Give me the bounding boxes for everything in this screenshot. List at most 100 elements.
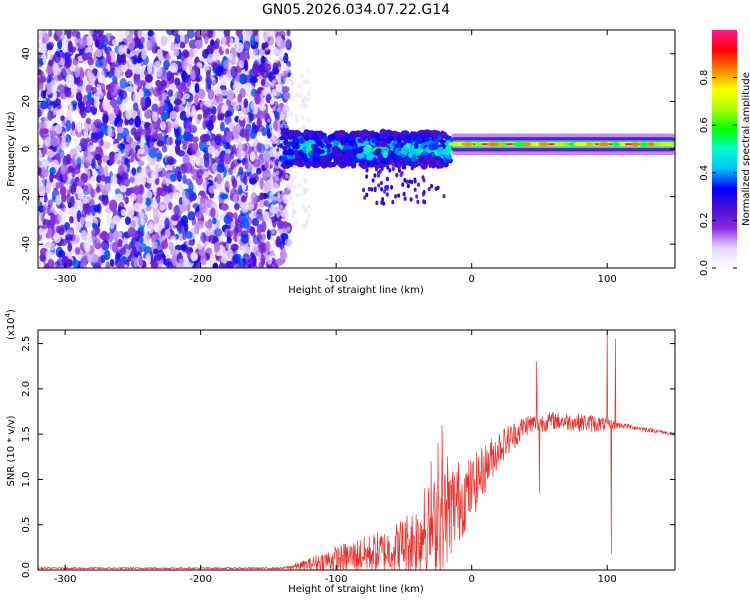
spectrogram-cell [236,149,242,159]
spectrogram-cell [120,262,125,268]
spectrogram-cell [254,35,260,42]
spectrogram-cell [275,83,283,93]
spectrogram-cell [286,78,290,84]
spectrogram-cell [179,34,185,44]
spectrogram-cell [169,62,179,73]
spectrogram-cell [171,254,179,266]
spectrogram-cell [243,40,251,52]
spectrogram-cell [84,203,92,215]
spectrogram-cell [403,178,407,183]
spectrogram-cell [205,69,211,81]
spectrogram-cell [45,65,53,75]
spectrogram-cell [306,117,311,123]
spectrogram-cell [276,73,281,84]
spectrogram-cell [144,204,152,212]
spectrogram-cell [294,92,298,98]
spectrogram-cell [283,111,288,117]
spectrogram-cell [38,180,43,187]
spectrogram-cell [59,186,67,197]
spectrogram-cell [235,30,242,38]
spectrogram-cell [120,209,127,217]
spectrogram-cell [289,112,294,117]
spectrogram-cell [288,166,293,172]
spectrogram-cell [146,39,153,52]
spectrogram-cell [303,208,308,214]
spectrogram-cell [133,257,138,268]
spectrogram-cell [385,176,389,182]
spectrogram-cell [275,170,280,176]
spectrogram-cell [137,148,145,155]
spectrogram-cell [400,148,409,155]
spectrogram-cell [278,66,282,72]
spectrogram-cell [95,90,104,100]
spectrogram-cell [60,151,65,159]
spectrogram-cell [272,106,277,111]
spectrogram-cell [70,83,78,95]
spectrogram-cell [340,154,349,162]
spectrogram-cell [288,195,293,201]
spectrogram-cell [114,258,123,268]
spectrogram-cell [436,164,440,169]
spectrogram-cell [99,139,104,147]
spectrogram-cell [279,204,283,210]
spectrogram-cell [96,69,105,81]
spectrogram-cell [263,63,272,71]
y-tick-label: 0 [21,146,32,152]
spectrogram-cell [377,140,387,147]
spectrogram-cell [85,35,93,47]
spectrogram-cell [137,160,145,167]
spectrogram-cell [220,203,229,211]
spectrogram-cell [62,255,70,268]
spectrogram-cell [656,142,666,147]
spectrogram-cell [90,187,95,199]
spectrogram-cell [286,226,291,232]
spectrogram-cell [100,82,106,93]
spectrogram-cell [55,30,63,37]
spectrogram-cell [271,229,275,235]
spectrogram-cell [221,43,227,52]
spectrogram-cell [249,177,257,185]
spectrogram-cell [275,258,284,267]
spectrogram-cell [269,98,275,105]
spectrogram-cell [223,214,232,225]
spectrogram-cell [365,168,369,173]
snr-x-axis-label: Height of straight line (km) [288,584,424,595]
spectrogram-cell [125,109,132,120]
spectrogram-cell [430,183,434,189]
spectrogram-cell [85,84,92,93]
x-tick-label: -100 [325,274,348,285]
spectrogram-cell [169,235,177,242]
spectrogram-cell [213,228,223,237]
spectrogram-cell [284,123,288,129]
spectrogram-cell [286,30,291,37]
spectrogram-cell [151,111,159,122]
spectrogram-cell [284,159,294,166]
spectrogram-cell [60,238,67,247]
y-tick-label: -20 [21,188,32,204]
spectrogram-cell [134,193,144,205]
spectrogram-cell [212,217,217,225]
snr-y-multiplier: (x104) [4,309,17,340]
spectrogram-cell [200,254,207,266]
spectrogram-cell [220,89,229,96]
spectrogram-cell [250,192,258,205]
spectrogram-cell [135,67,140,75]
spectrogram-cell [154,60,161,70]
spectrogram-cell [292,184,297,190]
spectrogram-cell [67,201,72,209]
spectrogram-cell [274,113,280,122]
spectrogram-cell [60,67,67,80]
y-tick-label: 2.0 [21,381,32,397]
spectrogram-cell [371,178,375,183]
spectrogram-cell [298,182,302,188]
spectrogram-cell [286,66,291,72]
spectrogram-cell [385,186,389,191]
spectrogram-cell [233,130,240,140]
spectrogram-cell [370,187,374,192]
spectrogram-cell [103,141,111,150]
spectrogram-cell [40,100,49,110]
spectrogram-cell [310,133,318,140]
spectrogram-cell [192,141,199,152]
spectrogram-cell [131,167,137,176]
